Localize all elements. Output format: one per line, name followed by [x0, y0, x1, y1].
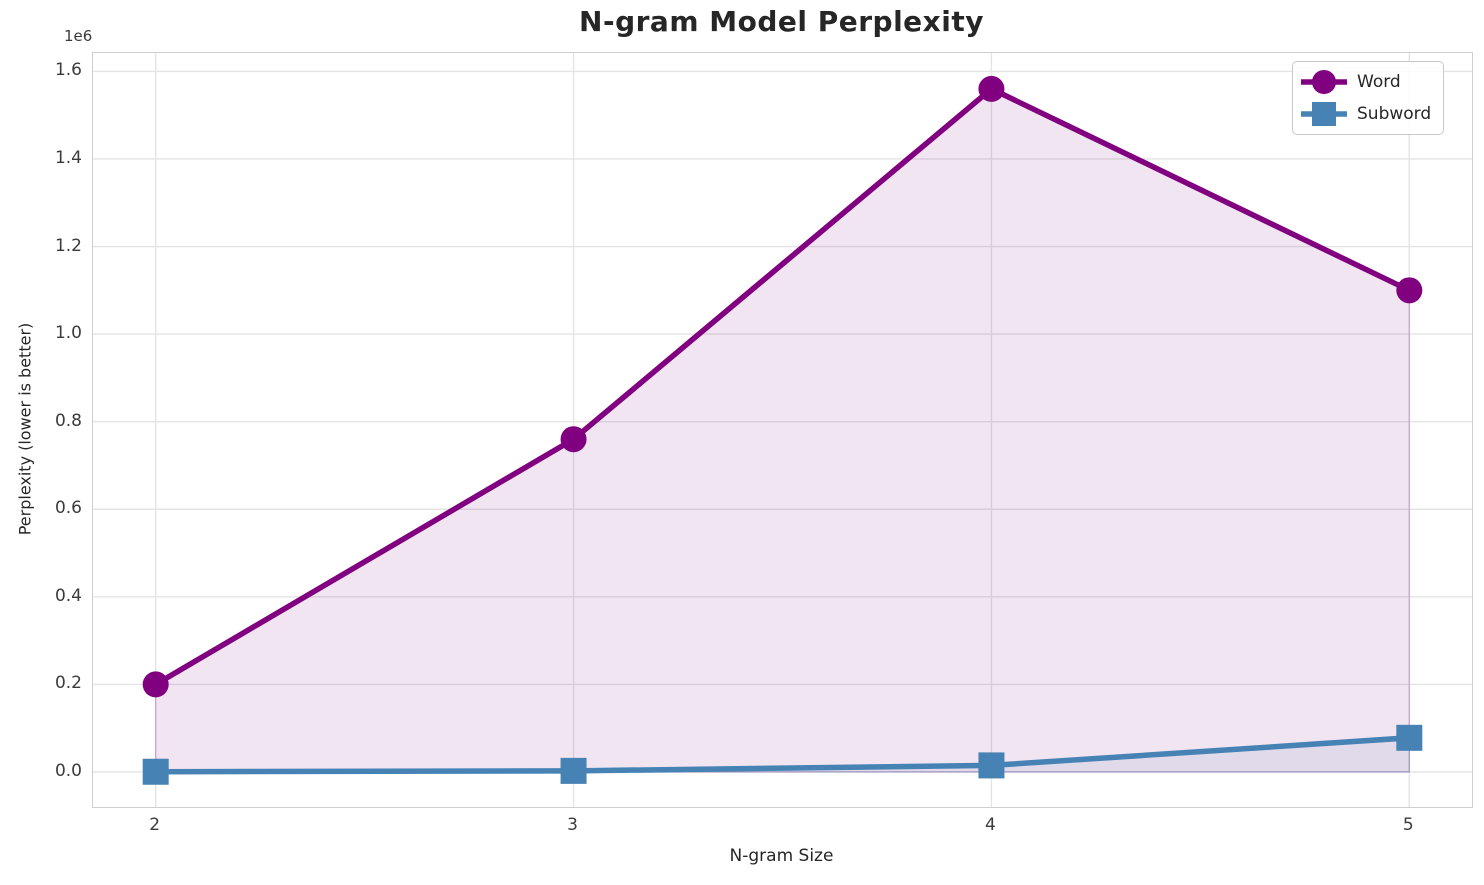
x-tick-label: 3: [567, 815, 578, 835]
word-marker: [978, 75, 1005, 102]
fill-area-word: [155, 88, 1410, 773]
legend: Word Subword: [1292, 61, 1445, 135]
x-axis-label: N-gram Size: [729, 846, 834, 866]
legend-label-word: Word: [1357, 72, 1401, 92]
word-marker: [142, 671, 169, 698]
y-axis-offset-text: 1e6: [64, 27, 93, 45]
series-subword: [142, 724, 1423, 785]
word-line: [154, 86, 1411, 687]
y-tick-label: 1.6: [54, 60, 82, 81]
subword-marker: [1396, 724, 1423, 751]
subword-marker: [142, 758, 169, 785]
word-marker: [1396, 277, 1423, 304]
gridlines: [93, 53, 1472, 807]
subword-line: [155, 735, 1410, 775]
chart-title: N-gram Model Perplexity: [579, 5, 984, 38]
y-tick-label: 0.8: [54, 410, 82, 431]
x-tick-label: 2: [149, 815, 161, 835]
y-tick-label: 0.0: [54, 760, 82, 781]
subword-marker: [978, 752, 1005, 779]
word-line-marker-glyph: [1301, 70, 1347, 94]
y-tick-label: 0.4: [54, 585, 82, 606]
subword-marker: [560, 757, 587, 784]
y-tick-label: 1.2: [54, 235, 82, 256]
y-tick-label: 1.4: [54, 147, 82, 168]
y-tick-label: 0.6: [54, 498, 82, 519]
series-word: [142, 75, 1423, 698]
y-tick-label: 0.2: [54, 673, 82, 694]
chart-canvas: [93, 53, 1472, 807]
legend-item-subword[interactable]: Subword: [1300, 99, 1431, 129]
y-tick-label: 1.0: [54, 323, 82, 344]
subword-line-marker-glyph: [1301, 102, 1347, 126]
word-marker: [560, 426, 587, 453]
x-tick-label: 4: [985, 815, 996, 835]
legend-item-word[interactable]: Word: [1300, 67, 1431, 97]
legend-label-subword: Subword: [1357, 104, 1432, 124]
plot-area: [92, 52, 1473, 808]
x-tick-label: 5: [1402, 815, 1414, 835]
